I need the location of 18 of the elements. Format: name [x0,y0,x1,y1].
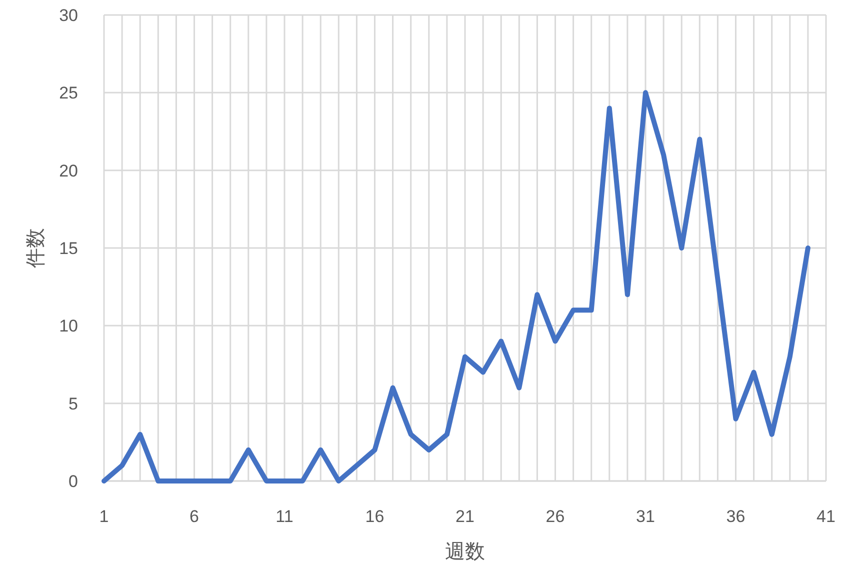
y-tick-label: 25 [59,84,78,103]
y-tick-label: 30 [59,6,78,25]
y-tick-label: 0 [68,472,78,491]
x-tick-label: 11 [276,507,294,526]
y-tick-label: 15 [59,239,78,258]
x-tick-label: 31 [636,507,655,526]
y-axis-title: 件数 [25,228,47,268]
y-tick-label: 10 [59,316,78,336]
x-axis-title: 週数 [445,541,485,563]
y-tick-label: 5 [68,394,78,414]
x-tick-label: 41 [816,507,836,526]
x-tick-label: 1 [99,507,109,526]
x-tick-label: 6 [190,507,199,526]
x-tick-label: 36 [726,507,746,526]
x-tick-label: 26 [546,507,565,526]
x-tick-label: 16 [365,507,384,526]
x-tick-label: 21 [456,507,474,526]
y-tick-label: 20 [59,161,78,180]
